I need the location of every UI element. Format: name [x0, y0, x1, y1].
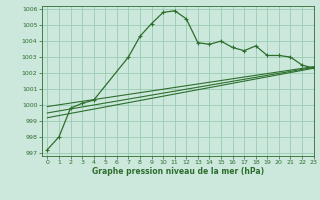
X-axis label: Graphe pression niveau de la mer (hPa): Graphe pression niveau de la mer (hPa)	[92, 167, 264, 176]
